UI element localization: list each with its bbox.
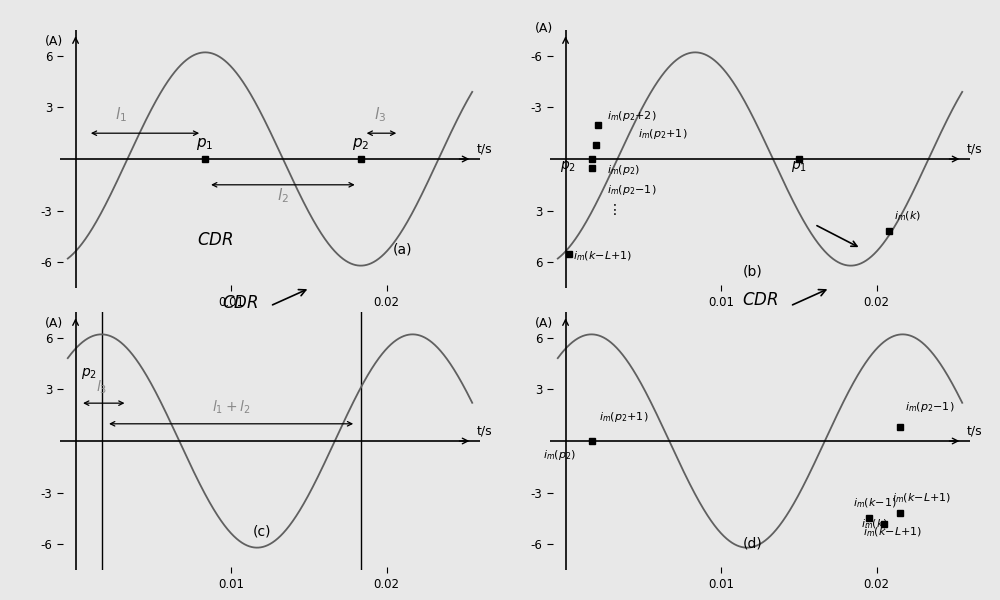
Text: t/s: t/s xyxy=(477,424,493,437)
Text: $i_m(k)$: $i_m(k)$ xyxy=(861,517,888,531)
Text: (A): (A) xyxy=(535,22,553,35)
Text: t/s: t/s xyxy=(477,142,493,155)
Text: $i_m(p_2{+}2)$: $i_m(p_2{+}2)$ xyxy=(607,109,657,124)
Text: $p_2$: $p_2$ xyxy=(560,160,576,175)
Text: $i_m(k{-}L{+}1)$: $i_m(k{-}L{+}1)$ xyxy=(573,249,632,263)
Text: $i_m(p_2)$: $i_m(p_2)$ xyxy=(543,448,576,462)
Text: $i_m(p_2{+}1)$: $i_m(p_2{+}1)$ xyxy=(599,410,649,424)
Text: $i_m(k{-}L{+}1)$: $i_m(k{-}L{+}1)$ xyxy=(892,491,951,505)
Text: $l_3$: $l_3$ xyxy=(374,106,386,124)
Text: $i_m(k{-}1)$: $i_m(k{-}1)$ xyxy=(853,497,897,510)
Text: $l_3$: $l_3$ xyxy=(96,378,107,395)
Text: (b): (b) xyxy=(742,265,762,279)
Text: (a): (a) xyxy=(392,242,412,257)
Text: $CDR$: $CDR$ xyxy=(742,291,778,309)
Text: (A): (A) xyxy=(45,35,63,48)
Text: $i_m(k)$: $i_m(k)$ xyxy=(894,209,921,223)
Text: $p_2$: $p_2$ xyxy=(352,136,369,152)
Text: $i_m(p_2{+}1)$: $i_m(p_2{+}1)$ xyxy=(638,127,688,140)
Text: $l_2$: $l_2$ xyxy=(277,186,289,205)
Text: $p_2$: $p_2$ xyxy=(81,365,97,380)
Text: (A): (A) xyxy=(535,317,553,330)
Text: $CDR$: $CDR$ xyxy=(222,294,258,312)
Text: (A): (A) xyxy=(45,317,63,330)
Text: $i_m(k{-}L{+}1)$: $i_m(k{-}L{+}1)$ xyxy=(863,526,922,539)
Text: $i_m(p_2{-}1)$: $i_m(p_2{-}1)$ xyxy=(607,184,657,197)
Text: t/s: t/s xyxy=(967,424,983,437)
Text: $p_1$: $p_1$ xyxy=(791,160,807,175)
Text: $l_1$: $l_1$ xyxy=(115,106,127,124)
Text: t/s: t/s xyxy=(967,142,983,155)
Text: $l_1+l_2$: $l_1+l_2$ xyxy=(212,399,250,416)
Text: (c): (c) xyxy=(253,524,271,539)
Text: $i_m(p_2{-}1)$: $i_m(p_2{-}1)$ xyxy=(905,400,954,414)
Text: $\vdots$: $\vdots$ xyxy=(607,202,617,217)
Text: $p_1$: $p_1$ xyxy=(196,136,214,152)
Text: $CDR$: $CDR$ xyxy=(197,231,234,249)
Text: $i_m(p_2)$: $i_m(p_2)$ xyxy=(607,163,640,177)
Text: (d): (d) xyxy=(742,536,762,551)
